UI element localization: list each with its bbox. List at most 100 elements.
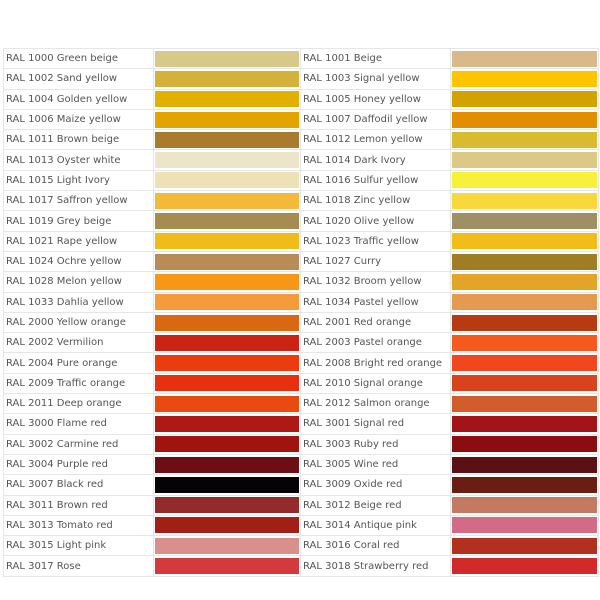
color-swatch <box>452 497 597 514</box>
color-swatch <box>155 294 299 311</box>
color-swatch <box>452 192 597 209</box>
swatch-cell <box>153 129 301 151</box>
color-swatch <box>452 253 597 270</box>
table-row: RAL 1013 Oyster white RAL 1014 Dark Ivory <box>3 149 599 171</box>
table-row: RAL 2009 Traffic orange RAL 2010 Signal o… <box>3 372 599 395</box>
swatch-cell <box>450 413 599 435</box>
table-row: RAL 3004 Purple red RAL 3005 Wine red <box>3 453 599 476</box>
swatch-cell <box>153 555 301 577</box>
color-name: RAL 3001 Signal red <box>300 413 451 435</box>
swatch-cell <box>450 433 599 455</box>
color-swatch <box>452 558 597 575</box>
color-name: RAL 1001 Beige <box>300 47 451 70</box>
color-name: RAL 1003 Signal yellow <box>300 68 451 90</box>
swatch-cell <box>450 108 599 131</box>
swatch-cell <box>450 271 599 293</box>
color-swatch <box>155 355 299 372</box>
color-swatch <box>155 273 299 290</box>
color-swatch <box>452 375 597 392</box>
swatch-cell <box>450 250 599 273</box>
swatch-cell <box>153 190 301 212</box>
color-name: RAL 1021 Rape yellow <box>3 230 154 252</box>
table-row: RAL 1028 Melon yellow RAL 1032 Broom yell… <box>3 271 599 293</box>
color-name: RAL 3012 Beige red <box>300 494 451 516</box>
color-swatch <box>155 213 299 230</box>
color-name: RAL 1007 Daffodil yellow <box>300 108 451 131</box>
color-name: RAL 3014 Antique pink <box>300 514 451 537</box>
color-swatch <box>155 131 299 148</box>
swatch-cell <box>153 413 301 435</box>
color-swatch <box>155 233 299 250</box>
color-swatch <box>155 517 299 534</box>
color-name: RAL 3009 Oxide red <box>300 474 451 496</box>
color-name: RAL 3007 Black red <box>3 474 154 496</box>
swatch-cell <box>450 47 599 70</box>
swatch-cell <box>153 332 301 354</box>
table-row: RAL 1017 Saffron yellow RAL 1018 Zinc yel… <box>3 190 599 212</box>
color-swatch <box>155 558 299 575</box>
color-name: RAL 1006 Maize yellow <box>3 108 154 131</box>
color-name: RAL 1023 Traffic yellow <box>300 230 451 252</box>
color-name: RAL 1014 Dark Ivory <box>300 149 451 171</box>
color-swatch <box>155 436 299 453</box>
color-swatch <box>155 91 299 108</box>
color-swatch <box>155 456 299 473</box>
color-swatch <box>155 50 299 67</box>
color-swatch <box>452 517 597 534</box>
color-swatch <box>452 537 597 554</box>
color-swatch <box>155 70 299 87</box>
swatch-cell <box>153 271 301 293</box>
swatch-cell <box>450 88 599 110</box>
color-name: RAL 2002 Vermilion <box>3 332 154 354</box>
color-name: RAL 1005 Honey yellow <box>300 88 451 110</box>
color-swatch <box>452 355 597 372</box>
swatch-cell <box>450 474 599 496</box>
color-name: RAL 2001 Red orange <box>300 311 451 334</box>
color-name: RAL 1016 Sulfur yellow <box>300 169 451 192</box>
swatch-cell <box>153 108 301 131</box>
table-row: RAL 1002 Sand yellow RAL 1003 Signal yell… <box>3 68 599 90</box>
swatch-cell <box>153 514 301 537</box>
color-name: RAL 1011 Brown beige <box>3 129 154 151</box>
color-swatch <box>155 152 299 169</box>
swatch-cell <box>153 149 301 171</box>
swatch-cell <box>153 352 301 374</box>
table-row: RAL 1021 Rape yellow RAL 1023 Traffic yel… <box>3 230 599 252</box>
color-name: RAL 3013 Tomato red <box>3 514 154 537</box>
color-swatch <box>452 314 597 331</box>
swatch-cell <box>450 210 599 232</box>
color-name: RAL 1004 Golden yellow <box>3 88 154 110</box>
swatch-cell <box>450 68 599 90</box>
swatch-cell <box>153 393 301 415</box>
swatch-cell <box>450 494 599 516</box>
color-name: RAL 3017 Rose <box>3 555 154 577</box>
table-row: RAL 3017 Rose RAL 3018 Strawberry red <box>3 555 599 577</box>
color-name: RAL 1033 Dahlia yellow <box>3 291 154 313</box>
color-swatch <box>155 253 299 270</box>
swatch-cell <box>450 535 599 557</box>
swatch-cell <box>153 474 301 496</box>
color-swatch <box>452 395 597 412</box>
swatch-cell <box>450 129 599 151</box>
table-row: RAL 1004 Golden yellow RAL 1005 Honey yel… <box>3 88 599 110</box>
color-swatch <box>155 111 299 128</box>
table-row: RAL 3013 Tomato red RAL 3014 Antique pink <box>3 514 599 537</box>
swatch-cell <box>153 68 301 90</box>
swatch-cell <box>153 47 301 70</box>
color-name: RAL 2010 Signal orange <box>300 372 451 395</box>
table-row: RAL 1000 Green beige RAL 1001 Beige <box>3 47 599 70</box>
swatch-cell <box>153 210 301 232</box>
color-name: RAL 1002 Sand yellow <box>3 68 154 90</box>
table-row: RAL 1033 Dahlia yellow RAL 1034 Pastel ye… <box>3 291 599 313</box>
color-name: RAL 1024 Ochre yellow <box>3 250 154 273</box>
color-swatch <box>452 273 597 290</box>
swatch-cell <box>153 230 301 252</box>
table-body: RAL 1000 Green beige RAL 1001 Beige RAL 10… <box>3 47 599 577</box>
color-swatch <box>452 233 597 250</box>
table-row: RAL 1019 Grey beige RAL 1020 Olive yellow <box>3 210 599 232</box>
color-swatch <box>452 172 597 189</box>
swatch-cell <box>450 230 599 252</box>
color-name: RAL 2004 Pure orange <box>3 352 154 374</box>
table-row: RAL 2011 Deep orange RAL 2012 Salmon oran… <box>3 393 599 415</box>
color-name: RAL 1012 Lemon yellow <box>300 129 451 151</box>
